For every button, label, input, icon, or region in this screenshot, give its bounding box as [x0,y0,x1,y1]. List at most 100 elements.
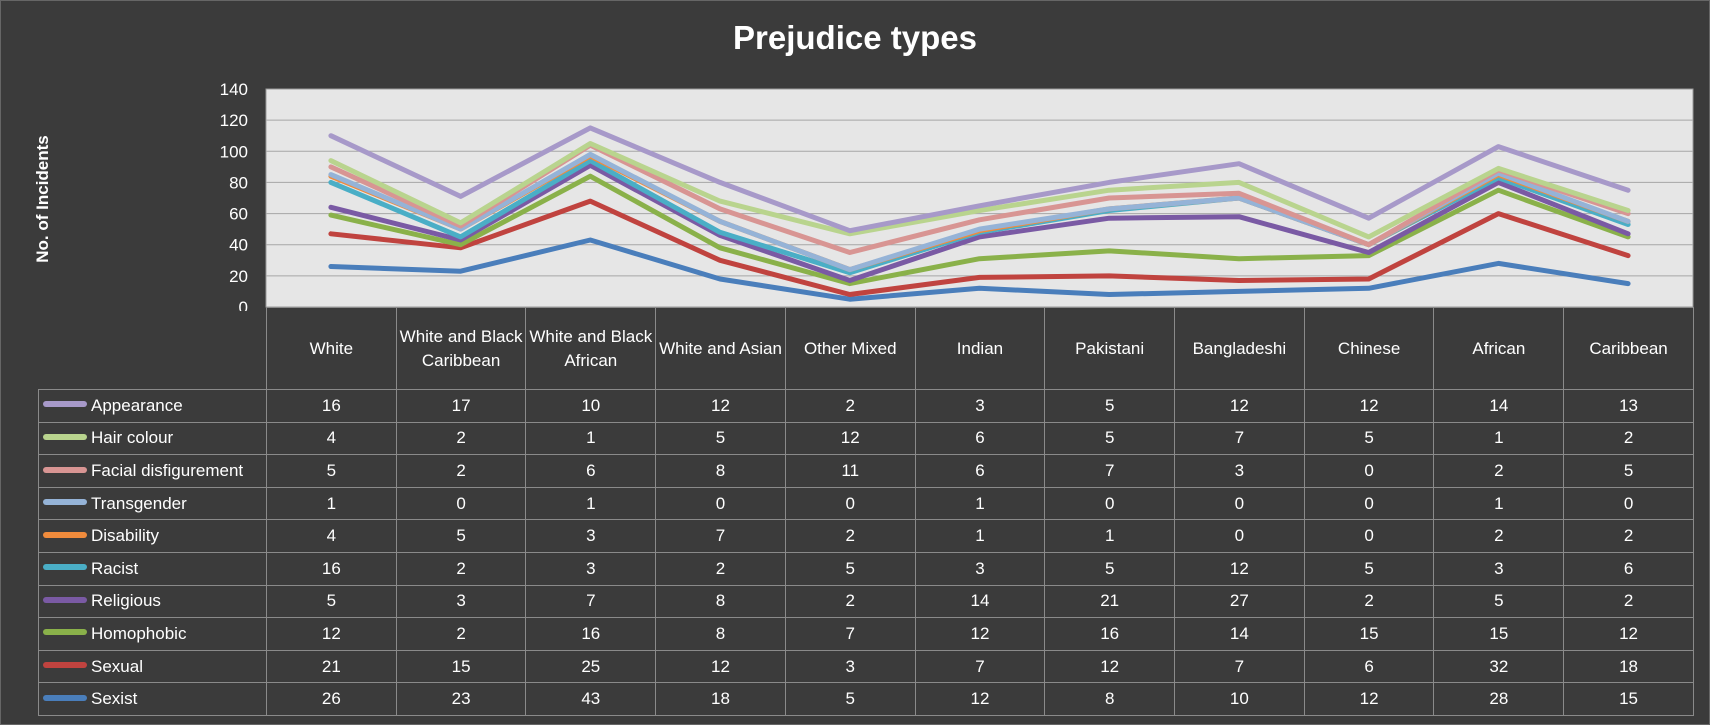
table-cell: 21 [1044,584,1176,619]
table-corner-cell [38,307,267,390]
table-cell: 3 [1433,551,1565,586]
series-line-homophobic [328,173,1631,287]
table-cell: 8 [655,617,786,651]
legend-label: Facial disfigurement [91,460,244,480]
table-cell: 5 [1044,421,1176,456]
table-cell: 1 [1044,519,1176,553]
legend-entry: Sexist [38,682,267,716]
y-tick-label: 120 [220,111,248,130]
table-cell: 0 [655,486,786,521]
data-table: White White and Black Caribbean White and … [38,307,1694,716]
table-cell: 6 [1303,649,1435,684]
table-cell: 0 [1303,486,1435,521]
legend-label: Racist [91,558,139,578]
table-cell: 2 [395,617,527,651]
table-cell: 14 [914,584,1046,619]
table-cell: 12 [784,421,916,456]
table-cell: 8 [655,584,786,619]
chart-plot: 0 20 40 60 80 100 120 140 [220,80,1694,311]
table-cell: 2 [1563,519,1694,553]
table-body: Appearance 16 17 10 12 2 3 5 12 12 14 13 Hair colour… [38,389,1694,716]
table-row: Appearance 16 17 10 12 2 3 5 12 12 14 13 [38,389,1694,423]
table-cell: 2 [1433,519,1565,553]
legend-entry: Religious [38,584,267,619]
table-cell: 7 [1174,421,1305,456]
legend-label: Homophobic [91,623,187,643]
legend-entry: Sexual [38,649,267,684]
table-cell: 16 [266,389,397,423]
table-cell: 5 [266,584,397,619]
y-tick-label: 100 [220,142,248,161]
table-cell: 5 [1563,454,1694,488]
table-cell: 2 [784,519,916,553]
table-cell: 12 [1174,551,1305,586]
table-row: Homophobic 12 2 16 8 7 12 16 14 15 15 12 [38,617,1694,651]
legend-label: Disability [91,526,160,546]
table-cell: 1 [525,421,657,456]
table-cell: 18 [1563,649,1694,684]
table-cell: 13 [1563,389,1694,423]
table-cell: 8 [655,454,786,488]
table-cell: 5 [1433,584,1565,619]
table-cell: 1 [525,486,657,521]
table-cell: 3 [525,519,657,553]
y-tick-label: 60 [229,205,248,224]
legend-label: Hair colour [91,428,174,448]
table-row: Disability 4 5 3 7 2 1 1 0 0 2 2 [38,519,1694,553]
table-cell: 0 [1174,486,1305,521]
table-cell: 6 [1563,551,1694,586]
table-cell: 2 [395,454,527,488]
table-cell: 0 [1174,519,1305,553]
category-header: African [1433,307,1565,390]
table-cell: 43 [525,682,657,716]
table-row: Sexist 26 23 43 18 5 12 8 10 12 28 15 [38,682,1694,716]
table-cell: 14 [1433,389,1565,423]
table-cell: 6 [914,421,1046,456]
legend-entry: Appearance [38,389,267,423]
table-cell: 16 [266,551,397,586]
y-tick-label: 0 [239,298,248,311]
table-cell: 2 [1303,584,1435,619]
table-cell: 12 [914,682,1046,716]
legend-label: Appearance [91,395,183,415]
y-tick-labels: 0 20 40 60 80 100 120 140 [220,80,248,311]
table-cell: 12 [655,389,786,423]
chart-title: Prejudice types [733,19,977,56]
table-cell: 15 [1563,682,1694,716]
table-cell: 1 [1433,421,1565,456]
category-header: Pakistani [1044,307,1176,390]
table-cell: 23 [395,682,527,716]
table-cell: 5 [1044,389,1176,423]
legend-key-icon [43,433,87,440]
table-cell: 2 [1563,421,1694,456]
table-cell: 1 [914,519,1046,553]
legend-entry: Transgender [38,486,267,521]
table-cell: 6 [914,454,1046,488]
table-cell: 12 [914,617,1046,651]
table-cell: 1 [266,486,397,521]
table-cell: 0 [1044,486,1176,521]
table-cell: 14 [1174,617,1305,651]
table-row: Religious 5 3 7 8 2 14 21 27 2 5 2 [38,584,1694,619]
legend-entry: Racist [38,551,267,586]
table-cell: 8 [1044,682,1176,716]
category-header: White [266,307,397,390]
legend-label: Religious [91,591,161,611]
y-tick-label: 40 [229,236,248,255]
category-header: Chinese [1303,307,1435,390]
table-cell: 2 [1433,454,1565,488]
category-header: Indian [914,307,1046,390]
category-header: Caribbean [1563,307,1694,390]
table-cell: 0 [395,486,527,521]
category-header: Other Mixed [784,307,916,390]
table-cell: 17 [395,389,527,423]
table-cell: 4 [266,421,397,456]
table-cell: 5 [266,454,397,488]
table-cell: 2 [395,421,527,456]
table-cell: 2 [655,551,786,586]
table-row: Racist 16 2 3 2 5 3 5 12 5 3 6 [38,551,1694,586]
table-cell: 3 [1174,454,1305,488]
series-line-religious [328,162,1631,283]
legend-key-icon [43,629,87,636]
table-cell: 5 [395,519,527,553]
